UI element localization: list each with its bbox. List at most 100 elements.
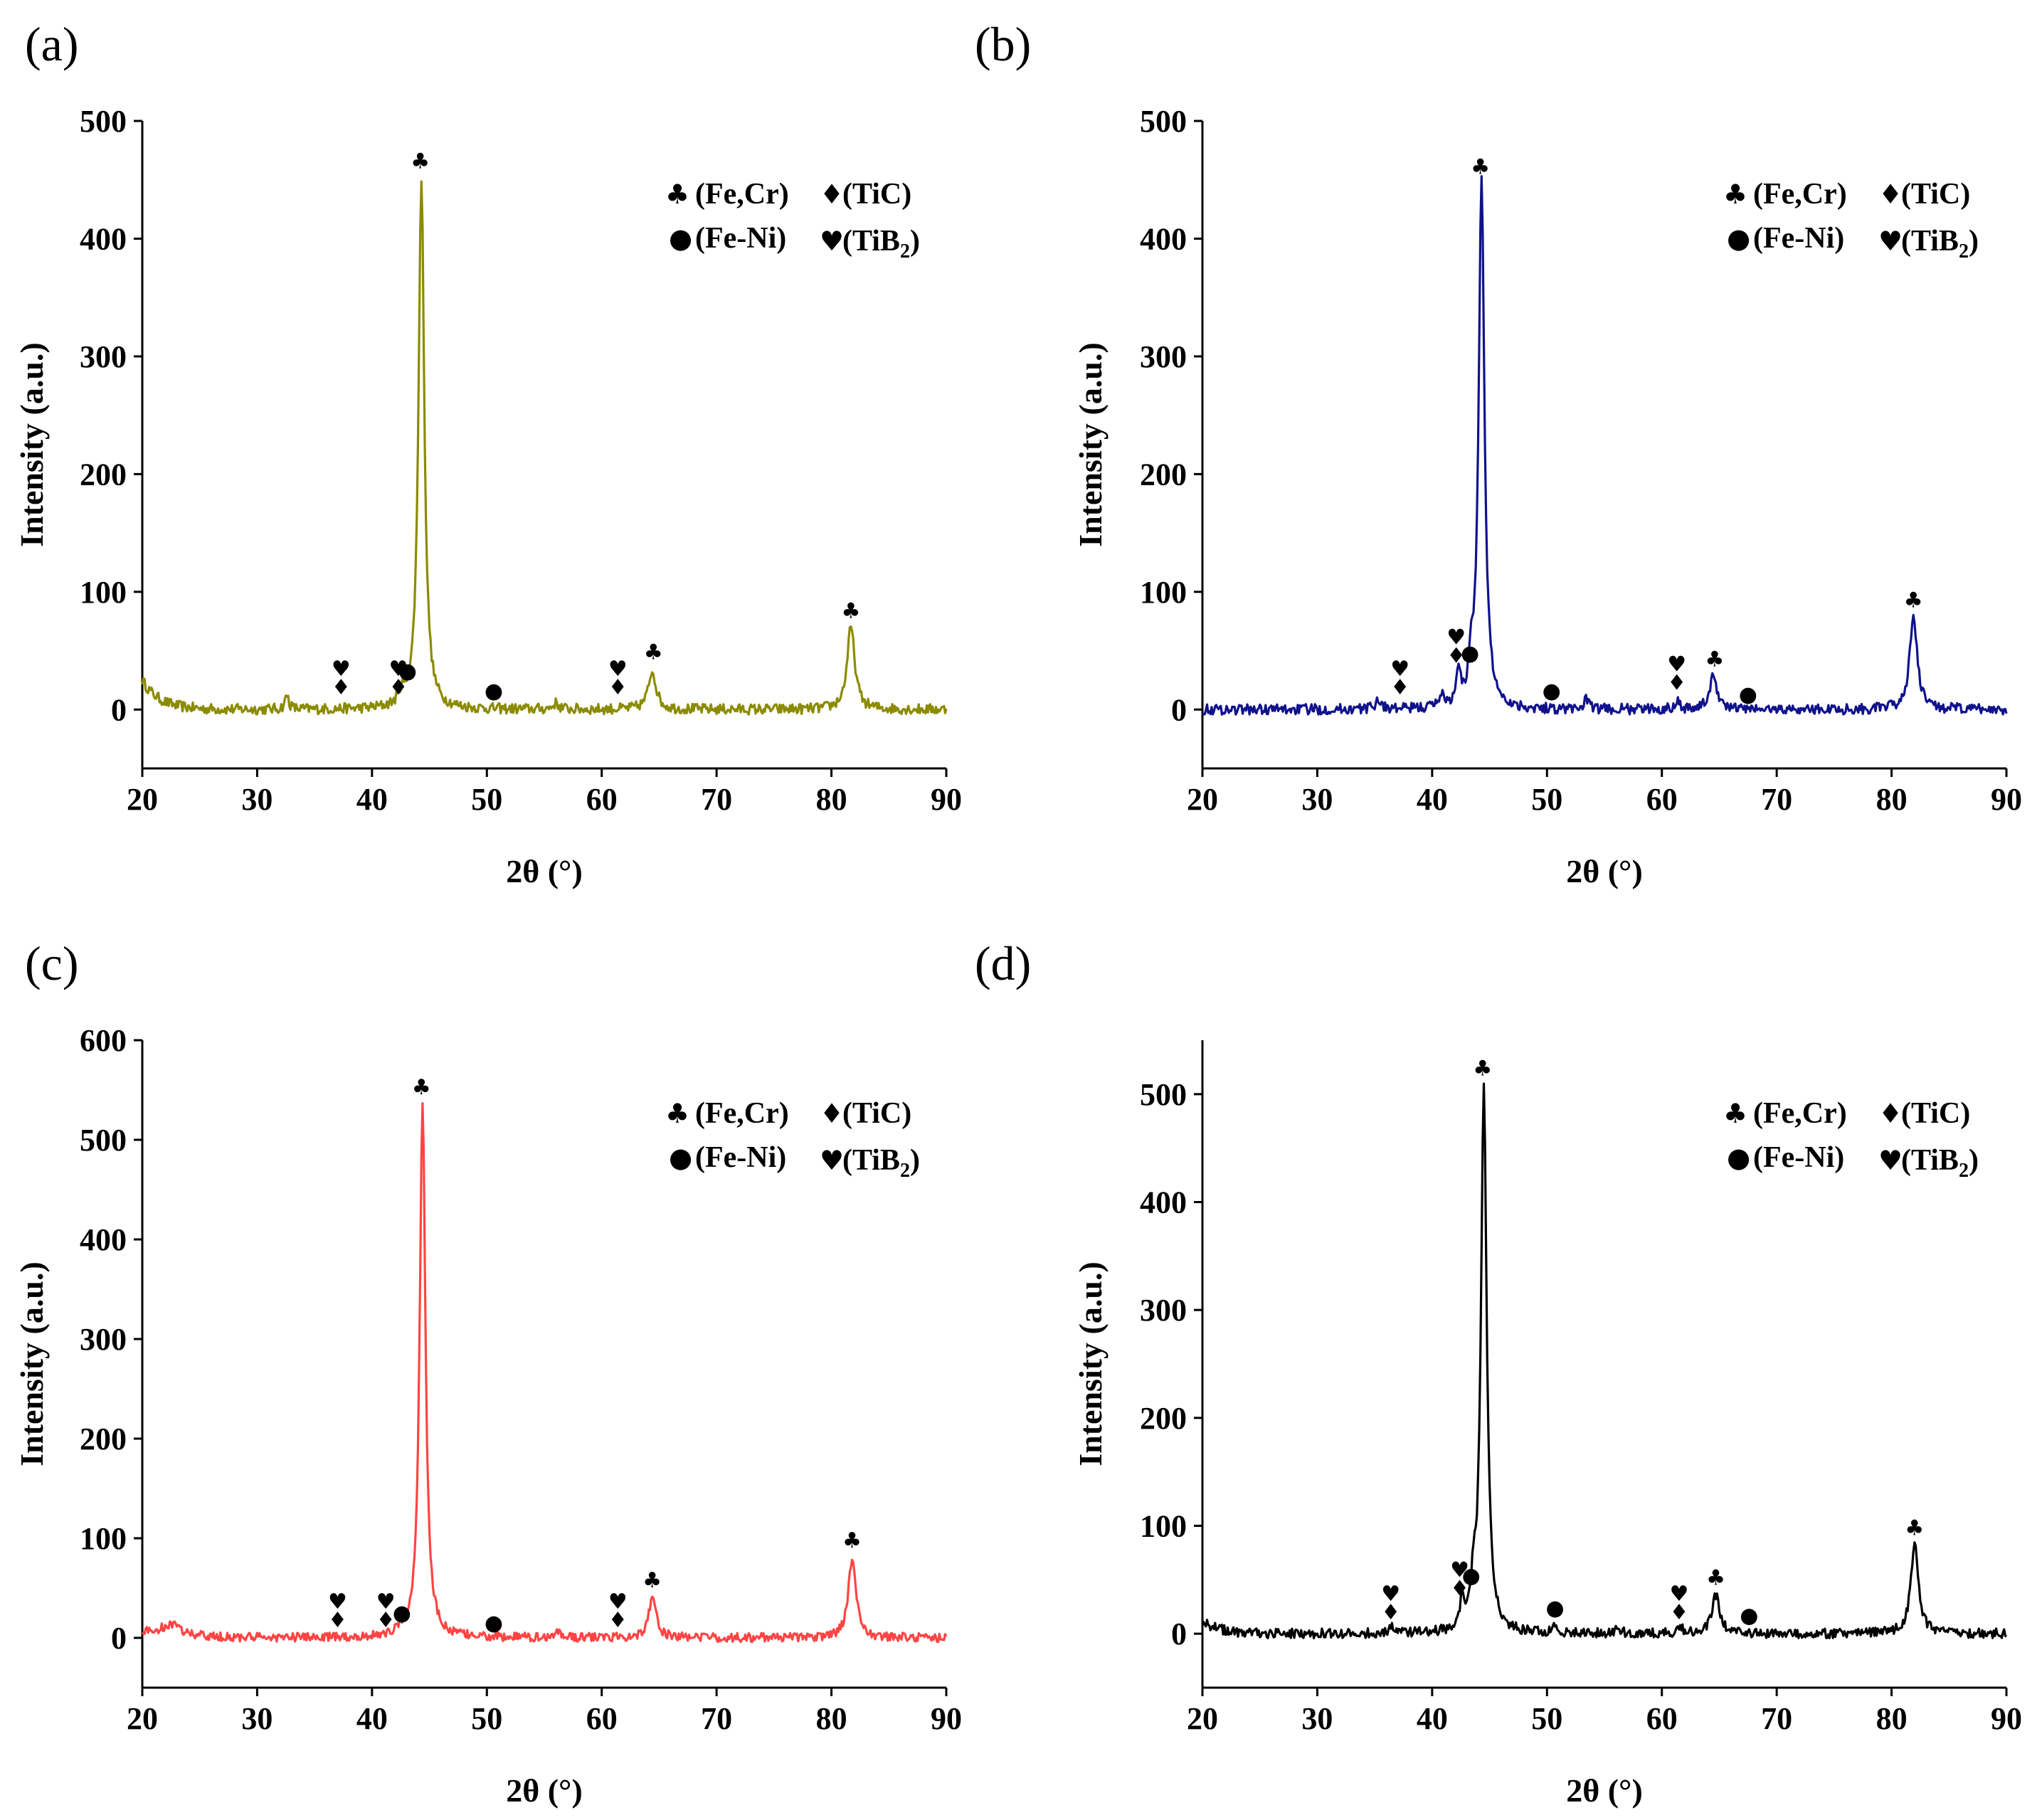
x-tick-label: 90 [1991, 782, 2022, 817]
peak-marker-heart-icon: ♥ [332, 657, 351, 682]
dot-icon: ● [669, 1142, 692, 1173]
heart-icon: ♥ [1878, 1145, 1903, 1176]
peak-marker-club-icon: ♣ [1471, 155, 1490, 180]
x-tick-label: 90 [931, 782, 962, 817]
peak-marker-diamond-icon: ♦ [1381, 1600, 1400, 1625]
y-tick-label: 0 [1171, 692, 1187, 727]
peak-marker-diamond-icon: ♦ [389, 675, 408, 700]
peak-marker-club-icon: ♣ [1904, 588, 1923, 613]
legend-feni: (Fe-Ni) [695, 1141, 786, 1174]
x-tick-label: 80 [1876, 1701, 1908, 1736]
legend: ♣ (Fe,Cr) ♦ (TiC) ● (Fe-Ni) ♥ (TiB2) [665, 1097, 920, 1182]
peak-marker-diamond-icon: ♦ [1390, 675, 1409, 700]
peak-marker-diamond-icon: ♦ [376, 1608, 396, 1633]
peak-marker-club-icon: ♣ [842, 1528, 862, 1553]
peak-marker-club-icon: ♣ [642, 1568, 662, 1593]
panel-a: (a) 20 30 40 50 60 70 80 900100200300400500♦♥♦♥… [14, 17, 962, 889]
legend-tic: (TiC) [1901, 178, 1970, 211]
legend-fecr: (Fe,Cr) [695, 1097, 789, 1130]
peak-marker-club-icon: ♣ [411, 149, 430, 174]
peak-marker-club-icon: ♣ [1473, 1057, 1492, 1081]
peak-marker-club-icon: ♣ [842, 598, 861, 623]
x-tick-label: 70 [1761, 1701, 1792, 1736]
peak-marker-heart-icon: ♥ [389, 657, 408, 682]
diamond-icon: ♦ [820, 1098, 844, 1129]
peak-marker-heart-icon: ♥ [1390, 657, 1409, 682]
y-tick-label: 300 [1140, 339, 1187, 374]
x-tick-label: 60 [586, 1701, 618, 1736]
y-tick-label: 100 [1140, 575, 1187, 610]
club-icon: ♣ [1723, 179, 1747, 210]
peak-marker-dot-icon: ● [393, 1601, 411, 1626]
peak-marker-diamond-icon: ♦ [1667, 670, 1686, 695]
heart-icon: ♥ [820, 1145, 844, 1176]
y-tick-label: 300 [80, 339, 127, 374]
y-tick-label: 300 [80, 1322, 127, 1357]
x-tick-label: 20 [1187, 782, 1218, 817]
legend-tib2: (TiB2) [842, 1144, 920, 1182]
peak-marker-heart-icon: ♥ [1381, 1582, 1400, 1607]
peak-marker-diamond-icon: ♦ [1450, 1577, 1469, 1602]
peak-marker-dot-icon: ● [1461, 641, 1479, 666]
y-tick-label: 300 [1140, 1293, 1187, 1328]
x-tick-label: 30 [241, 782, 273, 817]
dot-icon: ● [1727, 223, 1750, 254]
peak-marker-heart-icon: ♥ [328, 1589, 347, 1614]
x-tick-label: 60 [1646, 1701, 1678, 1736]
y-tick-label: 500 [1140, 1077, 1187, 1112]
peak-marker-dot-icon: ● [1462, 1563, 1481, 1588]
diamond-icon: ♦ [1878, 1098, 1903, 1129]
y-tick-label: 100 [80, 575, 127, 610]
x-tick-label: 40 [1417, 1701, 1448, 1736]
legend-tic: (TiC) [842, 1097, 911, 1130]
peak-marker-heart-icon: ♥ [608, 657, 628, 682]
y-tick-label: 600 [80, 1023, 127, 1058]
x-tick-label: 50 [471, 1701, 502, 1736]
x-tick-label: 80 [816, 782, 847, 817]
peak-marker-diamond-icon: ♦ [1669, 1600, 1688, 1625]
peak-marker-club-icon: ♣ [412, 1075, 431, 1100]
xrd-series-line [1202, 175, 2008, 716]
x-axis-title: 2θ (°) [506, 853, 583, 889]
peak-marker-dot-icon: ● [398, 659, 417, 684]
peak-marker-club-icon: ♣ [644, 640, 663, 665]
peak-marker-dot-icon: ● [1545, 1596, 1564, 1621]
peak-marker-heart-icon: ♥ [1667, 652, 1686, 677]
panel-label: (d) [975, 936, 1031, 990]
y-tick-label: 400 [80, 221, 127, 256]
dot-icon: ● [1727, 1142, 1750, 1173]
x-tick-label: 80 [1876, 782, 1908, 817]
x-tick-label: 20 [127, 1701, 158, 1736]
x-tick-label: 70 [701, 1701, 732, 1736]
peak-marker-diamond-icon: ♦ [608, 1608, 628, 1633]
y-tick-label: 400 [80, 1222, 127, 1257]
y-tick-label: 0 [111, 1621, 127, 1656]
legend: ♣ (Fe,Cr) ♦ (TiC) ● (Fe-Ni) ♥ (TiB2) [1723, 178, 1979, 263]
x-tick-label: 30 [241, 1701, 273, 1736]
x-tick-label: 90 [931, 1701, 962, 1736]
peak-marker-club-icon: ♣ [1705, 647, 1725, 672]
x-axis-title: 2θ (°) [1566, 853, 1643, 889]
xrd-series-line [1201, 1082, 2007, 1640]
peak-marker-club-icon: ♣ [1905, 1516, 1924, 1541]
peak-marker-heart-icon: ♥ [608, 1589, 628, 1614]
peak-marker-diamond-icon: ♦ [332, 675, 351, 700]
x-tick-label: 80 [816, 1701, 847, 1736]
peak-marker-heart-icon: ♥ [1669, 1582, 1688, 1607]
heart-icon: ♥ [820, 226, 844, 257]
xrd-series-line [141, 180, 948, 716]
x-tick-label: 40 [356, 1701, 388, 1736]
diamond-icon: ♦ [820, 179, 844, 210]
x-tick-label: 40 [1417, 782, 1448, 817]
y-tick-label: 500 [80, 104, 127, 139]
peak-marker-diamond-icon: ♦ [608, 675, 628, 700]
legend-tib2: (TiB2) [842, 225, 920, 263]
y-tick-label: 200 [80, 1422, 127, 1456]
x-tick-label: 60 [1646, 782, 1678, 817]
panel-b: (b) 20 30 40 50 60 70 80 900100200300400500♦♥♦♥… [975, 17, 2022, 889]
y-tick-label: 200 [80, 457, 127, 492]
club-icon: ♣ [665, 179, 689, 210]
legend-tic: (TiC) [842, 178, 911, 211]
y-tick-label: 100 [80, 1521, 127, 1556]
x-tick-label: 50 [1531, 782, 1562, 817]
